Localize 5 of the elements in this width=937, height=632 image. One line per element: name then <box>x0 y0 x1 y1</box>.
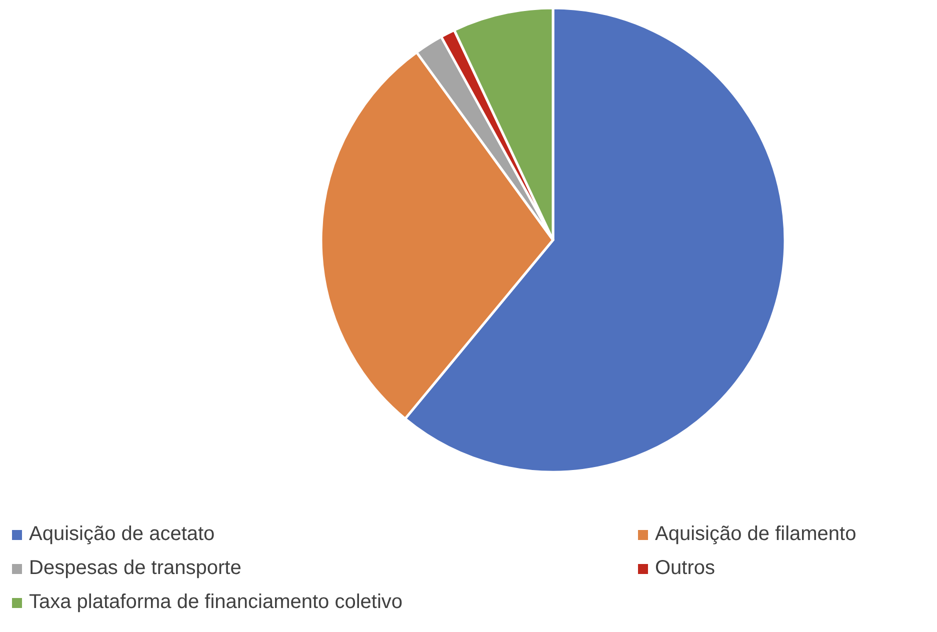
legend-label: Outros <box>655 557 716 579</box>
legend-label: Aquisição de acetato <box>29 523 215 545</box>
legend-label: Despesas de transporte <box>29 557 242 579</box>
legend-label: Aquisição de filamento <box>655 523 856 545</box>
legend-label: Taxa plataforma de financiamento coletivo <box>29 591 403 613</box>
